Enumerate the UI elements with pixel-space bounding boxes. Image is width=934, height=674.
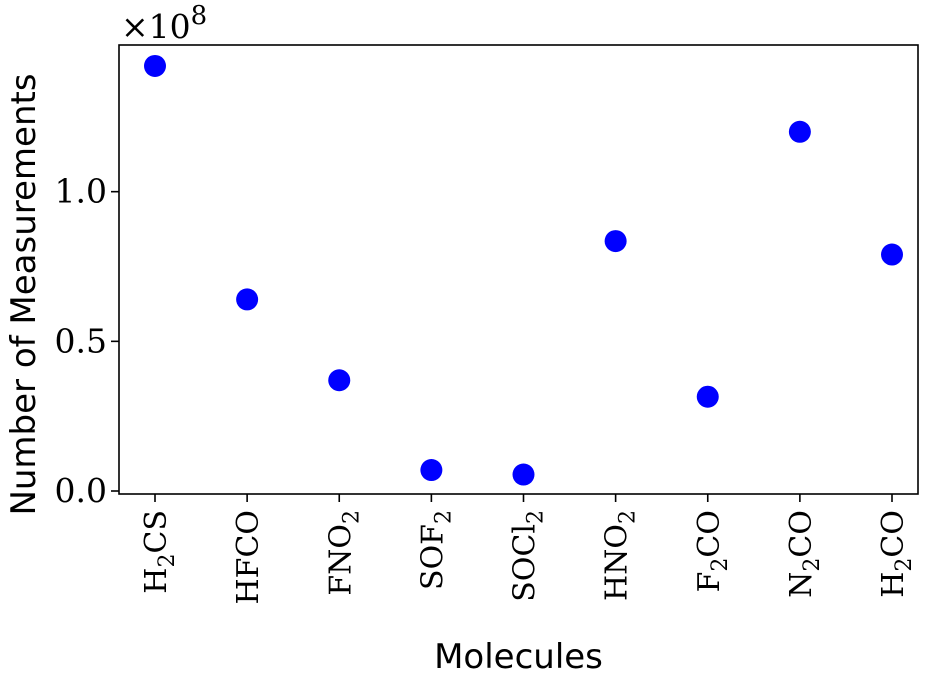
- x-tick-label: H2CS: [139, 510, 180, 594]
- x-tick-label: HFCO: [231, 510, 266, 605]
- data-point: [604, 230, 627, 253]
- data-point: [881, 243, 903, 266]
- x-tick-label: HNO2: [600, 510, 641, 601]
- data-point: [420, 459, 443, 482]
- x-axis-title: Molecules: [434, 637, 603, 674]
- plot-frame: [118, 44, 919, 495]
- data-points: [144, 54, 903, 486]
- y-tick-label: 0.0: [55, 471, 107, 510]
- y-axis-title: Number of Measurements: [4, 73, 44, 515]
- y-multiplier-label: ×108: [121, 1, 207, 46]
- y-tick-label: 1.0: [55, 172, 107, 211]
- x-axis: H2CS HFCO FNO2 SOF2 SOCl2 HNO2 F2CO N2CO H2CO: [139, 494, 917, 605]
- x-tick-label: H2CO: [876, 510, 917, 598]
- data-point: [328, 369, 351, 392]
- data-point: [512, 463, 535, 486]
- x-tick-label: FNO2: [323, 510, 364, 596]
- x-tick-label: SOF2: [415, 510, 456, 590]
- y-tick-label: 0.5: [55, 321, 107, 360]
- x-tick-label: N2CO: [784, 510, 825, 598]
- x-tick-label: F2CO: [692, 510, 733, 592]
- data-point: [788, 120, 811, 143]
- data-point: [236, 288, 259, 311]
- x-tick-label: SOCl2: [508, 510, 549, 602]
- data-point: [144, 54, 166, 77]
- y-axis: 0.0 0.5 1.0: [55, 172, 119, 510]
- data-point: [696, 385, 719, 408]
